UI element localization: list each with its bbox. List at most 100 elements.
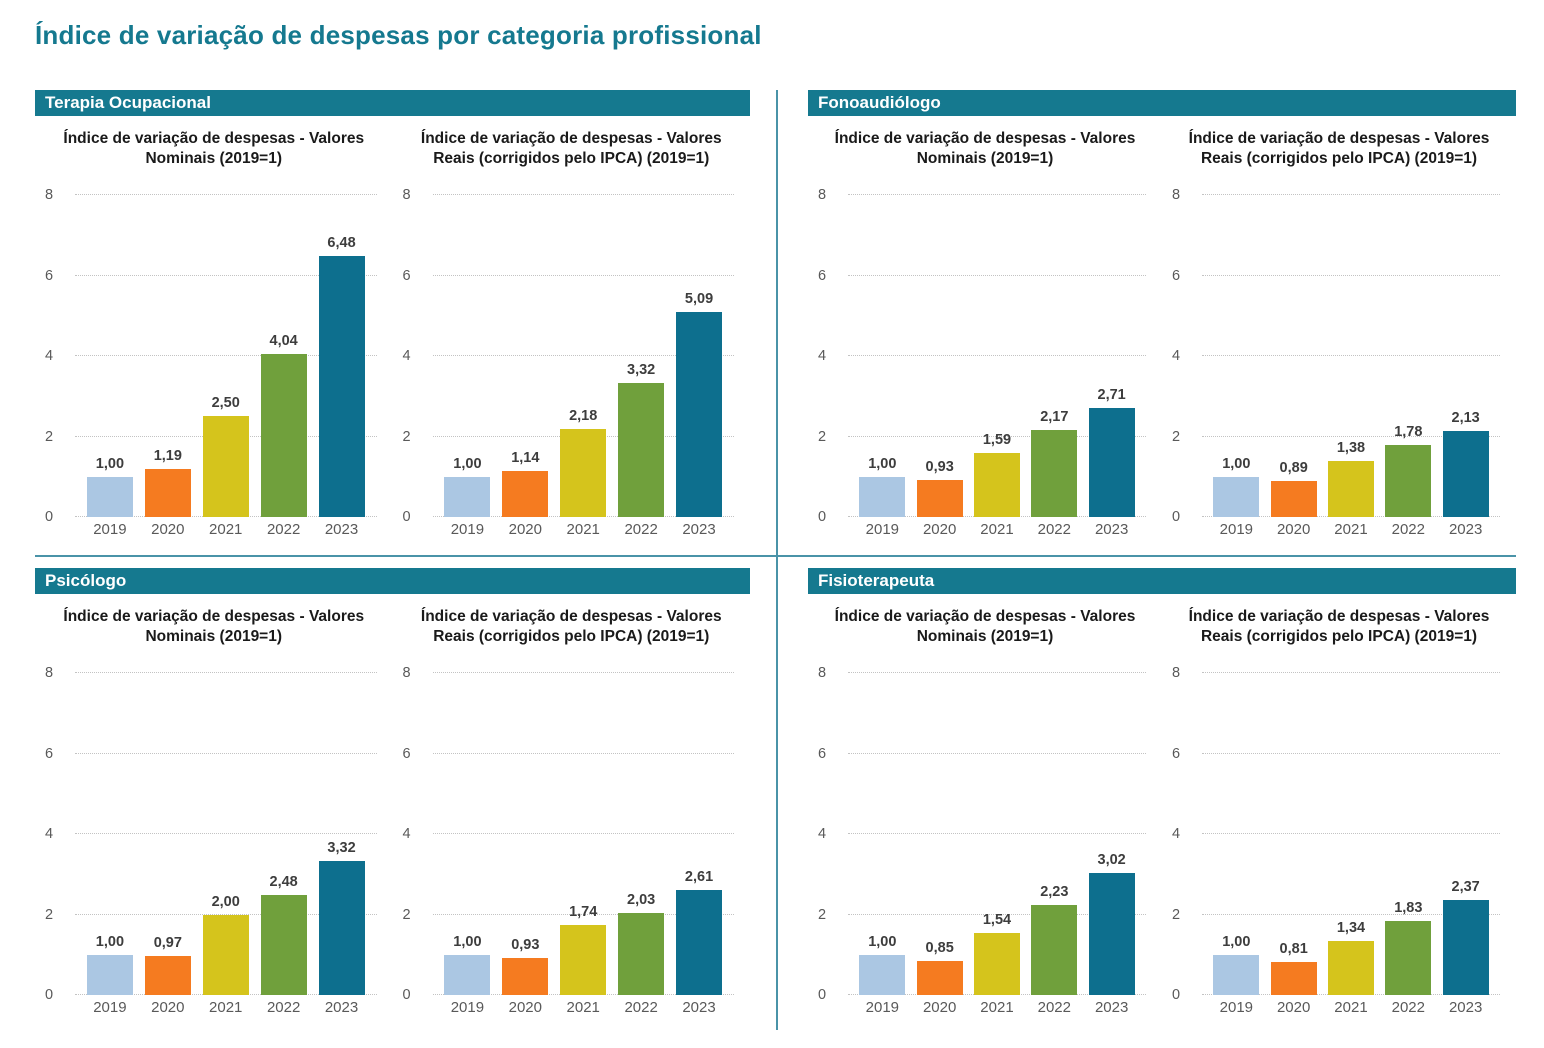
bar-2021 (202, 914, 249, 995)
bar-value-label: 1,19 (153, 448, 182, 465)
bar-value-label: 1,00 (1222, 933, 1251, 950)
bar-column-2021: 2,50 (202, 395, 249, 517)
bar-column-2023: 5,09 (676, 291, 723, 517)
x-axis-label: 2023 (1448, 521, 1483, 538)
bar-column-2022: 4,04 (260, 333, 307, 517)
gridline (432, 194, 734, 195)
chart-nominal: Índice de variação de despesas - Valores… (35, 116, 393, 538)
y-axis-tick-label: 8 (45, 187, 54, 203)
x-axis-label: 2023 (324, 999, 359, 1016)
x-axis-label: 2020 (151, 999, 185, 1016)
y-axis-tick-label: 8 (818, 187, 827, 203)
y-axis-tick-label: 4 (402, 826, 411, 842)
bar-column-2022: 1,78 (1385, 424, 1432, 517)
x-axis-label: 2021 (1334, 521, 1368, 538)
bar-2023 (676, 312, 723, 517)
bar-value-label: 0,81 (1279, 941, 1308, 958)
bar-column-2019: 1,00 (444, 934, 491, 995)
bar-2020 (1270, 962, 1317, 995)
bar-column-2023: 6,48 (318, 235, 365, 517)
bar-value-label: 2,18 (569, 408, 598, 425)
chart-title: Índice de variação de despesas - Valores… (420, 130, 722, 167)
bar-value-label: 0,97 (153, 934, 182, 951)
chart-title: Índice de variação de despesas - Valores… (420, 608, 722, 645)
chart-title: Índice de variação de despesas - Valores… (63, 608, 365, 645)
panel-header: Psicólogo (35, 568, 750, 594)
plot-area: 0 2 4 6 8 1,00 0,97 2,00 2,48 3,32 (45, 666, 377, 1002)
gridline (1202, 355, 1500, 356)
x-axis-label: 2020 (1276, 521, 1311, 538)
gridline (848, 672, 1146, 673)
gridline (1202, 833, 1500, 834)
x-axis-label: 2022 (1037, 521, 1071, 538)
bar-2020 (916, 960, 963, 995)
plot-area: 0 2 4 6 8 1,00 0,93 1,59 2,17 2,71 (818, 188, 1146, 524)
x-axis-label: 2020 (508, 999, 542, 1016)
y-axis-tick-label: 8 (1172, 187, 1181, 203)
gridline (848, 913, 1146, 915)
y-axis-tick-label: 4 (818, 826, 827, 842)
bar-column-2023: 2,37 (1442, 878, 1489, 995)
bar-2023 (1442, 431, 1489, 517)
bar-value-label: 4,04 (269, 333, 298, 350)
x-axis-labels: 2019 2020 2021 2022 2023 (848, 521, 1146, 538)
chart-title: Índice de variação de despesas - Valores… (834, 608, 1136, 645)
bar-2019 (86, 476, 133, 517)
y-axis-tick-label: 2 (818, 906, 827, 923)
x-axis-label: 2019 (93, 999, 127, 1016)
bar-2021 (202, 416, 249, 517)
bar-column-2020: 1,19 (144, 448, 191, 517)
bar-2021 (560, 429, 607, 517)
bar-2019 (859, 954, 906, 995)
y-axis-tick-label: 6 (45, 745, 54, 762)
panel-divider-horizontal (35, 555, 1516, 557)
gridline (848, 355, 1146, 356)
bar-value-label: 3,32 (627, 362, 656, 379)
x-axis-label: 2022 (1037, 999, 1071, 1016)
x-axis-label: 2020 (922, 521, 957, 538)
bar-2020 (144, 955, 191, 995)
x-axis-label: 2023 (1448, 999, 1483, 1016)
gridline (1202, 752, 1500, 754)
bar-column-2023: 3,02 (1088, 852, 1135, 995)
bar-value-label: 1,59 (982, 432, 1012, 449)
x-axis-label: 2019 (1219, 999, 1254, 1016)
y-axis-tick-label: 4 (1172, 826, 1181, 842)
panel-divider-vertical (776, 90, 778, 1030)
x-axis-label: 2019 (93, 521, 127, 538)
bar-column-2021: 1,54 (973, 912, 1020, 995)
bar-value-label: 2,37 (1451, 878, 1480, 895)
chart-nominal: Índice de variação de despesas - Valores… (808, 594, 1162, 1016)
x-axis-label: 2022 (1391, 999, 1425, 1016)
y-axis-tick-label: 2 (402, 906, 411, 923)
bar-value-label: 1,14 (511, 450, 540, 467)
bar-column-2023: 2,13 (1442, 410, 1489, 517)
bars-group: 1,00 1,19 2,50 4,04 6,48 (75, 195, 377, 517)
y-axis-tick-label: 4 (818, 348, 827, 364)
y-axis-tick-label: 6 (1172, 745, 1181, 762)
gridline (75, 672, 377, 673)
y-axis-tick-label: 8 (402, 665, 411, 681)
bar-2022 (260, 354, 307, 517)
gridline (75, 194, 377, 195)
bar-value-label: 0,93 (511, 936, 540, 953)
plot-area: 0 2 4 6 8 1,00 1,19 2,50 4,04 6,48 (45, 188, 377, 524)
y-axis-tick-label: 6 (818, 267, 827, 284)
bar-2022 (1031, 905, 1078, 995)
plot-area: 0 2 4 6 8 1,00 0,89 1,38 1,78 2,13 (1172, 188, 1500, 524)
bar-column-2019: 1,00 (859, 456, 906, 517)
bar-value-label: 1,54 (982, 912, 1012, 929)
bar-column-2019: 1,00 (1213, 455, 1260, 517)
chart-real: Índice de variação de despesas - Valores… (393, 116, 751, 538)
bar-value-label: 1,00 (1222, 455, 1251, 472)
bar-column-2023: 2,71 (1088, 387, 1135, 517)
y-axis-tick-label: 2 (45, 428, 54, 445)
x-axis-labels: 2019 2020 2021 2022 2023 (1202, 521, 1500, 538)
gridline (75, 913, 377, 915)
y-axis-tick-label: 0 (45, 509, 54, 525)
x-axis-labels: 2019 2020 2021 2022 2023 (75, 999, 377, 1016)
bar-value-label: 1,38 (1336, 440, 1366, 457)
y-axis-tick-label: 0 (402, 987, 411, 1003)
bar-2019 (444, 476, 491, 517)
y-axis-tick-label: 0 (818, 987, 827, 1003)
